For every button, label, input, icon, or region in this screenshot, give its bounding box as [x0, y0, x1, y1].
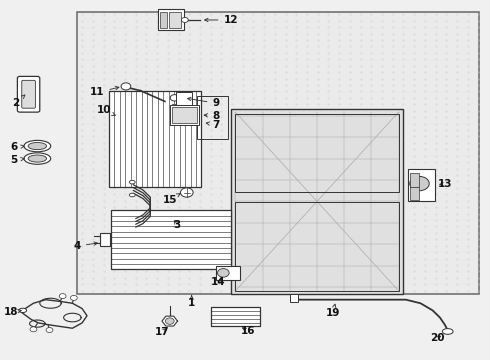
Ellipse shape	[24, 140, 51, 152]
Circle shape	[165, 318, 174, 324]
Text: 13: 13	[438, 179, 452, 189]
Circle shape	[180, 188, 193, 197]
Ellipse shape	[24, 153, 51, 164]
Text: 19: 19	[326, 304, 340, 318]
Text: 5: 5	[10, 155, 24, 165]
Text: 16: 16	[241, 326, 255, 336]
Bar	[109, 91, 201, 187]
Ellipse shape	[28, 143, 47, 150]
Circle shape	[30, 327, 37, 332]
Bar	[111, 210, 231, 269]
Text: 17: 17	[155, 327, 170, 337]
Circle shape	[121, 83, 131, 90]
Text: 12: 12	[205, 15, 238, 25]
Ellipse shape	[171, 104, 178, 109]
Bar	[172, 107, 196, 123]
Bar	[231, 109, 403, 294]
Ellipse shape	[170, 95, 179, 101]
Text: 8: 8	[204, 111, 220, 121]
FancyBboxPatch shape	[22, 80, 35, 108]
Text: 10: 10	[97, 105, 115, 116]
Ellipse shape	[28, 155, 47, 162]
Bar	[176, 93, 192, 105]
Ellipse shape	[19, 308, 26, 312]
Circle shape	[410, 176, 429, 191]
Bar	[170, 105, 199, 125]
Bar	[196, 96, 228, 139]
Ellipse shape	[129, 180, 135, 184]
Text: 18: 18	[3, 307, 21, 317]
Text: 11: 11	[90, 86, 119, 98]
Text: 3: 3	[173, 220, 181, 230]
Bar	[77, 12, 479, 294]
Text: 15: 15	[163, 194, 180, 204]
Text: 4: 4	[74, 241, 98, 251]
Circle shape	[181, 18, 188, 22]
Circle shape	[59, 294, 66, 298]
Bar	[236, 202, 398, 291]
Circle shape	[218, 269, 229, 277]
Bar	[408, 169, 435, 202]
Text: 14: 14	[211, 277, 226, 287]
Text: 2: 2	[12, 95, 25, 108]
Text: 1: 1	[188, 296, 196, 308]
Text: 7: 7	[206, 120, 220, 130]
Bar	[290, 294, 298, 302]
Bar	[216, 266, 240, 280]
Bar	[160, 12, 167, 28]
Circle shape	[46, 328, 53, 333]
Bar	[158, 9, 184, 30]
Bar	[169, 12, 181, 28]
Polygon shape	[162, 316, 177, 326]
FancyBboxPatch shape	[17, 76, 40, 112]
Bar	[211, 307, 260, 327]
Bar	[99, 233, 110, 246]
Ellipse shape	[442, 329, 453, 334]
Circle shape	[71, 296, 77, 300]
Text: 20: 20	[430, 333, 445, 343]
Text: 9: 9	[188, 97, 220, 108]
Bar	[410, 187, 418, 200]
Bar	[410, 173, 418, 187]
Bar	[236, 114, 398, 192]
Text: 6: 6	[10, 143, 24, 153]
Ellipse shape	[129, 193, 135, 197]
